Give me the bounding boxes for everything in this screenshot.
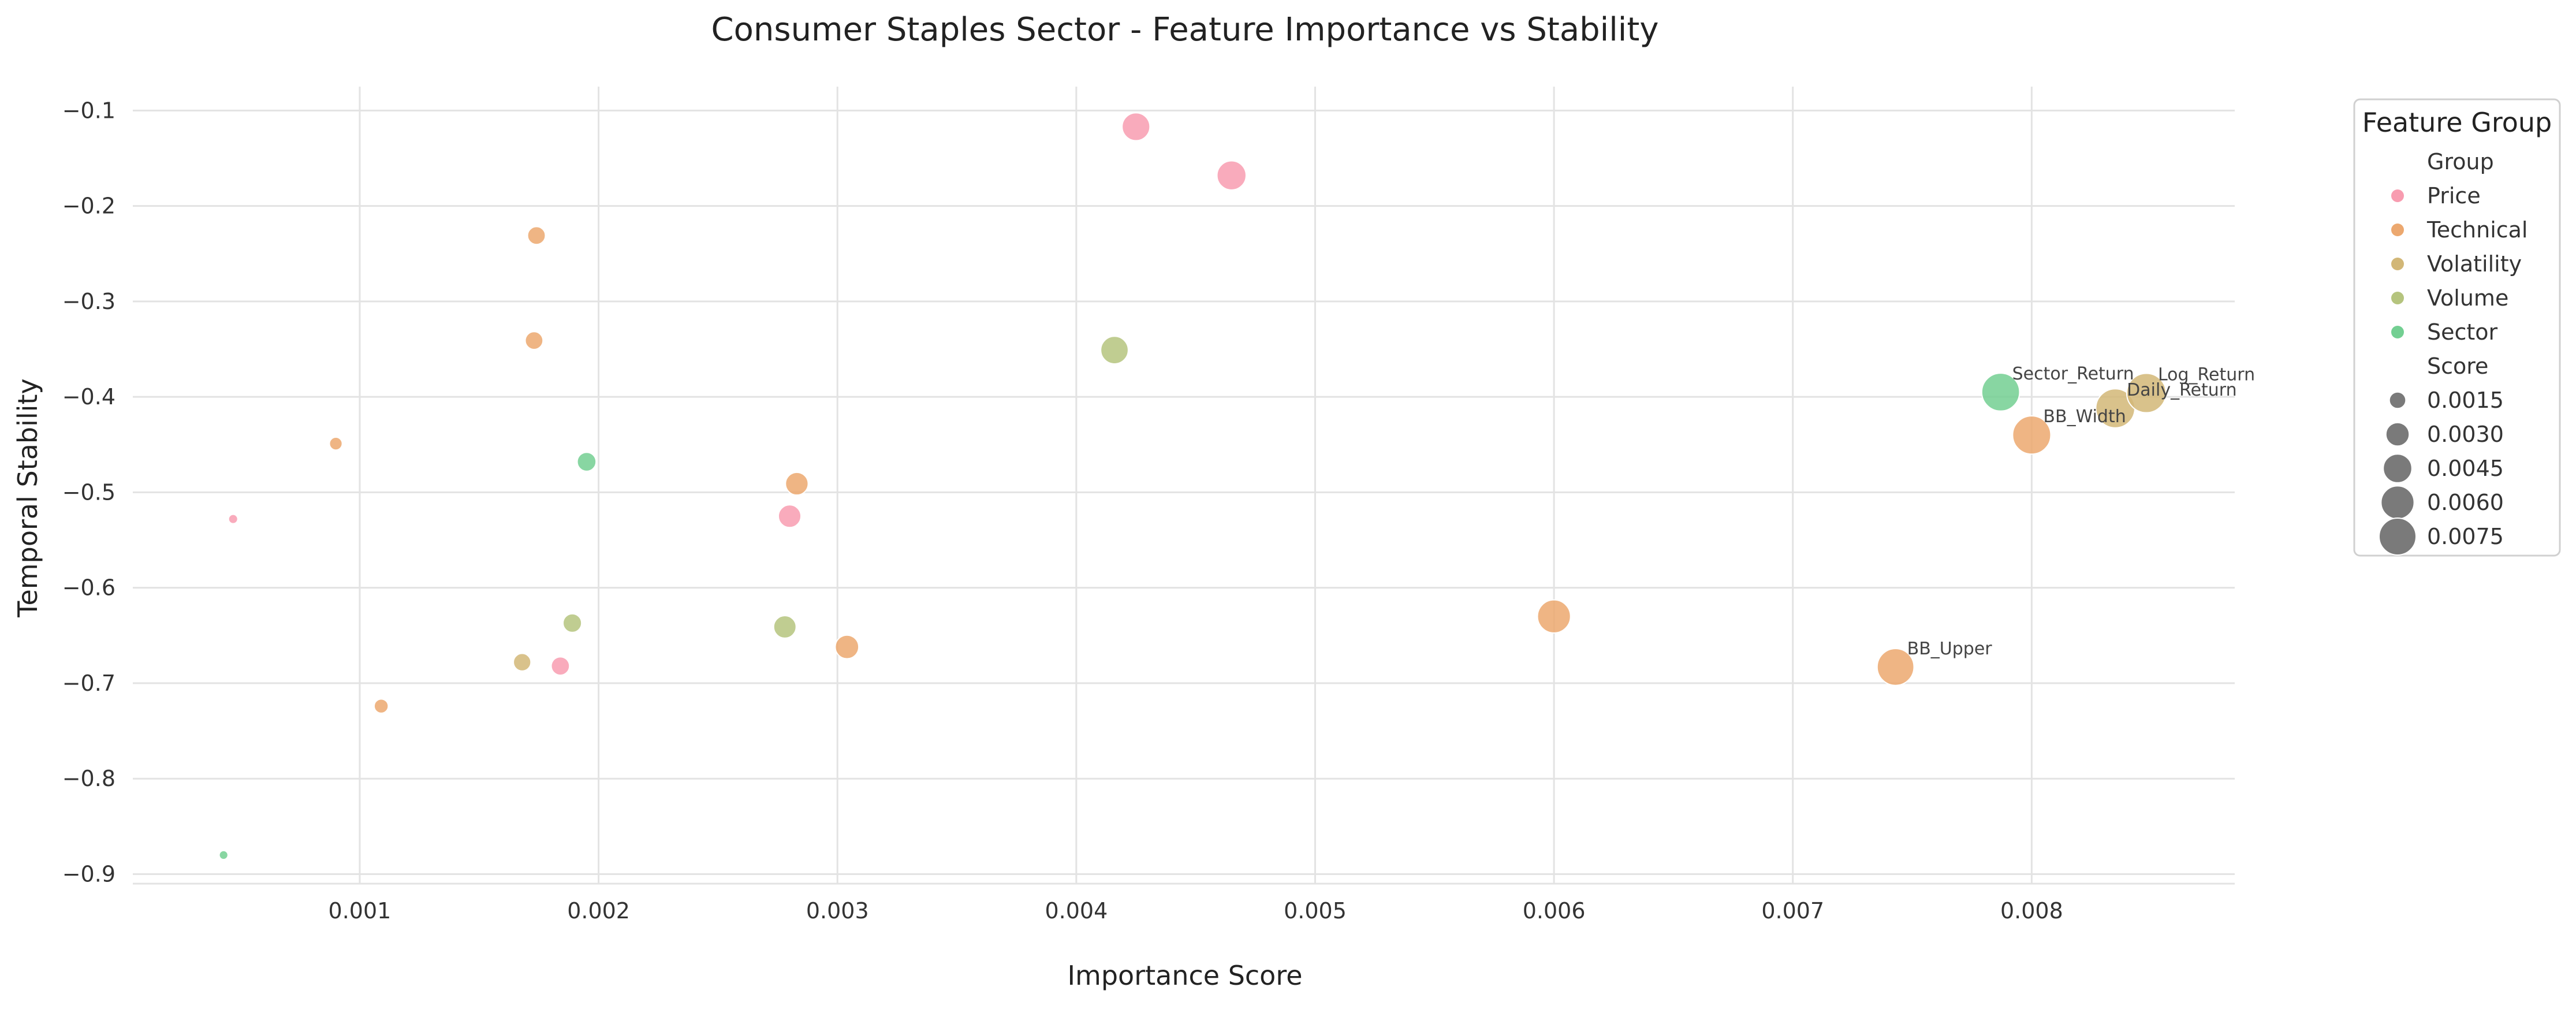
data-point [1216,160,1247,191]
point-annotation: Sector_Return [2012,364,2134,384]
legend-size-label: 0.0015 [2427,388,2504,413]
y-tick-label: −0.2 [62,193,115,219]
legend-marker [2391,189,2404,202]
legend-marker [2391,292,2404,304]
y-tick-label: −0.9 [62,861,115,887]
x-tick-label: 0.002 [567,898,630,924]
legend-size-heading: Score [2427,353,2488,379]
legend-group-label: Sector [2427,319,2498,345]
data-point [2012,415,2052,455]
data-point [1876,647,1915,686]
legend-group-label: Volume [2427,285,2508,311]
y-tick-label: −0.7 [62,671,115,696]
data-point [329,437,343,451]
legend-group-label: Technical [2426,217,2528,243]
y-tick-label: −0.8 [62,766,115,791]
legend-items: Group Price Technical Volatility Volume Secto… [2379,149,2528,556]
data-point [773,615,797,639]
legend-size-marker [2380,485,2415,520]
data-point [373,698,389,714]
legend-marker [2391,224,2404,236]
legend-size-label: 0.0045 [2427,456,2504,481]
legend-group-label: Volatility [2427,251,2522,277]
legend-size-label: 0.0030 [2427,422,2504,447]
data-points [218,112,2167,861]
data-point [228,513,238,524]
y-axis-title: Temporal Stability [12,378,43,617]
x-tick-labels: 0.001 0.002 0.003 0.004 0.005 0.006 0.007 0.008 [329,898,2063,924]
legend-size-marker [2388,391,2407,409]
x-tick-label: 0.008 [2000,898,2063,924]
y-tick-label: −0.5 [62,479,115,505]
legend-size-label: 0.0060 [2427,490,2504,515]
y-tick-label: −0.6 [62,575,115,601]
data-point [527,226,546,245]
legend-size-marker [2379,517,2417,556]
point-annotation: Log_Return [2158,365,2255,385]
x-axis-title: Importance Score [1067,960,1302,991]
data-point [1537,599,1571,634]
legend-marker [2391,326,2404,338]
grid [133,87,2235,884]
legend-size-marker [2385,422,2410,447]
data-point [1100,336,1129,364]
legend-size-marker [2383,453,2413,483]
data-point [513,653,532,672]
data-point [524,331,544,350]
legend-size-label: 0.0075 [2427,524,2504,549]
y-tick-label: −0.1 [62,98,115,123]
data-point [834,634,860,660]
x-tick-label: 0.007 [1761,898,1824,924]
data-point [562,613,583,633]
legend-marker [2391,258,2404,270]
point-annotation: BB_Width [2043,407,2126,427]
x-tick-label: 0.001 [329,898,392,924]
data-point [576,452,597,472]
legend: Feature Group Group Price Technical Volatil… [2353,98,2561,557]
legend-title: Feature Group [2362,107,2552,138]
y-tick-labels: −0.1 −0.2 −0.3 −0.4 −0.5 −0.6 −0.7 −0.8 −0.9 [62,98,115,887]
chart-title: Consumer Staples Sector - Feature Import… [711,11,1659,49]
x-tick-label: 0.005 [1284,898,1347,924]
data-point [1981,373,2020,412]
data-point [785,471,809,496]
y-tick-label: −0.4 [62,384,115,409]
data-point [777,504,802,528]
x-tick-label: 0.004 [1045,898,1108,924]
legend-group-label: Price [2427,183,2481,208]
point-annotation: BB_Upper [1907,639,1993,659]
data-point [1121,112,1151,142]
x-tick-label: 0.003 [806,898,869,924]
data-point [218,850,229,861]
legend-group-heading: Group [2427,149,2494,174]
data-point [550,656,571,676]
y-tick-label: −0.3 [62,289,115,314]
x-tick-label: 0.006 [1523,898,1586,924]
point-annotation: Daily_Return [2127,380,2236,400]
data-point [2126,373,2167,414]
